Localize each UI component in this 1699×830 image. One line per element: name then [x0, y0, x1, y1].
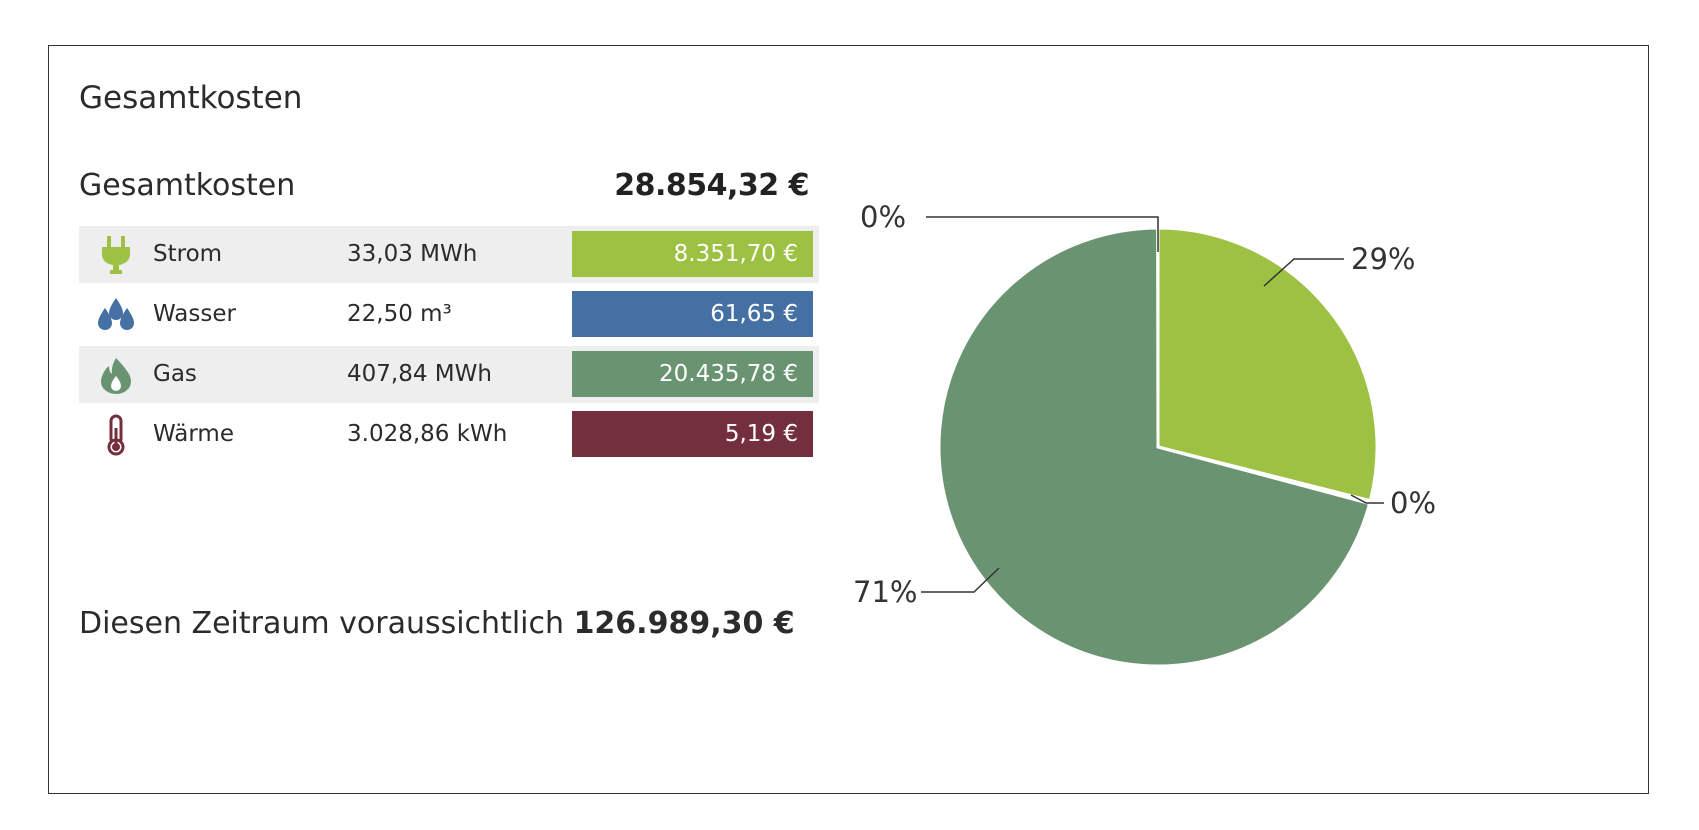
pie-label-gas: 71%	[853, 575, 917, 609]
flame-icon	[95, 354, 137, 396]
cost-row-strom[interactable]: Strom 33,03 MWh 8.351,70 €	[79, 226, 819, 283]
pie-label-waerme: 0%	[860, 200, 906, 234]
row-name: Strom	[153, 241, 223, 267]
cost-pie-chart: 29% 0% 71% 0%	[853, 200, 1436, 668]
row-name: Wärme	[153, 421, 234, 447]
row-amount: 3.028,86 kWh	[347, 421, 508, 447]
row-name: Gas	[153, 361, 197, 387]
leader-line-waerme	[926, 216, 1159, 252]
pie-slice-gas[interactable]	[937, 226, 1372, 668]
cost-row-wasser[interactable]: Wasser 22,50 m³ 61,65 €	[79, 286, 819, 343]
leader-line-strom	[1263, 258, 1344, 287]
row-cost: 5,19 €	[572, 411, 813, 457]
row-amount: 33,03 MWh	[347, 241, 478, 267]
pie-label-wasser: 0%	[1390, 486, 1436, 520]
row-amount: 407,84 MWh	[347, 361, 492, 387]
forecast-prefix: Diesen Zeitraum voraussichtlich	[79, 606, 565, 641]
total-row: Gesamtkosten 28.854,32 €	[79, 168, 809, 208]
plug-icon	[95, 234, 137, 276]
leader-line-wasser	[1350, 494, 1384, 504]
water-drops-icon	[95, 294, 137, 336]
total-costs-card: Gesamtkosten Gesamtkosten 28.854,32 € St…	[48, 45, 1649, 794]
row-amount: 22,50 m³	[347, 301, 452, 327]
card-title: Gesamtkosten	[79, 80, 303, 116]
leader-line-gas	[921, 567, 1000, 593]
row-name: Wasser	[153, 301, 236, 327]
forecast-value: 126.989,30 €	[573, 606, 795, 641]
pie-slice-strom[interactable]	[1156, 226, 1379, 503]
row-cost: 8.351,70 €	[572, 231, 813, 277]
total-value: 28.854,32 €	[614, 168, 809, 203]
thermometer-icon	[95, 414, 137, 456]
pie-label-strom: 29%	[1351, 242, 1415, 276]
total-label: Gesamtkosten	[79, 168, 296, 203]
forecast-text: Diesen Zeitraum voraussichtlich 126.989,…	[79, 606, 795, 641]
cost-row-gas[interactable]: Gas 407,84 MWh 20.435,78 €	[79, 346, 819, 403]
pie-slices	[937, 226, 1379, 668]
row-cost: 20.435,78 €	[572, 351, 813, 397]
row-cost: 61,65 €	[572, 291, 813, 337]
cost-row-waerme[interactable]: Wärme 3.028,86 kWh 5,19 €	[79, 406, 819, 463]
cost-table: Strom 33,03 MWh 8.351,70 € Wasser 22,50 …	[79, 226, 819, 466]
